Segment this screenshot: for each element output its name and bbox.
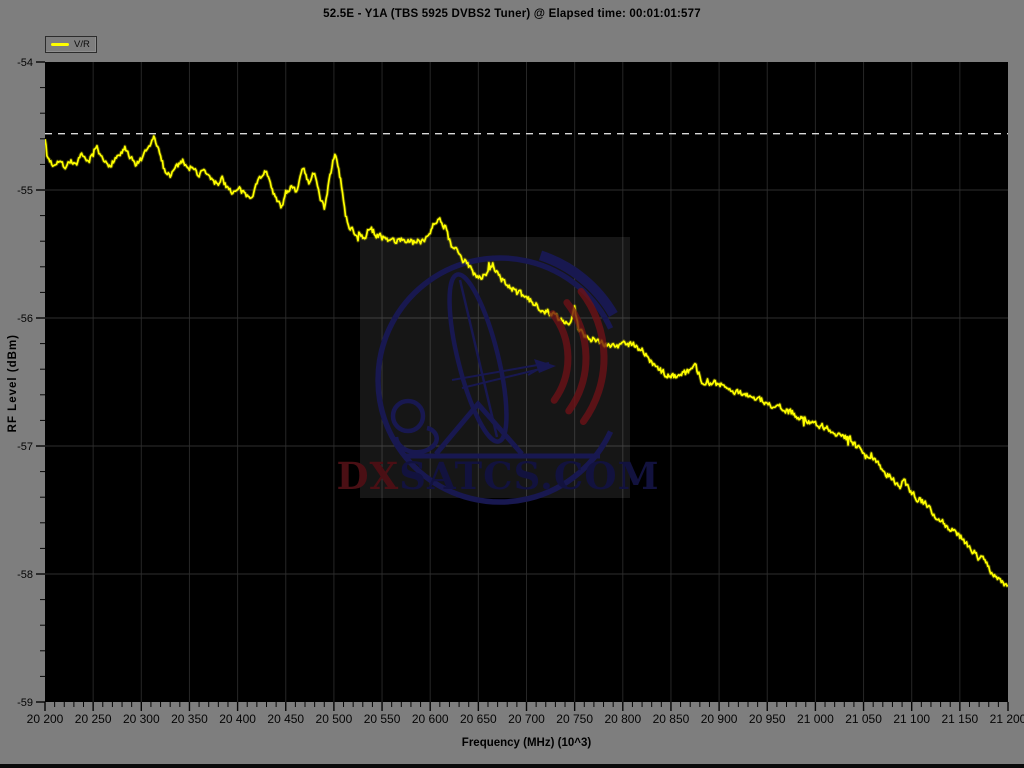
x-tick-label: 21 100: [893, 712, 930, 726]
watermark-text-satcs: SATCS.COM: [399, 454, 659, 498]
rf-trace: [45, 134, 1008, 588]
rf-trace-line: [45, 135, 1008, 587]
legend: V/R: [45, 36, 97, 53]
x-tick-label: 20 600: [412, 712, 449, 726]
y-tick-label: -59: [17, 697, 33, 709]
axes: 20 200 20 250 20 300 20 350 20 400 20 450 20 5…: [17, 57, 1024, 726]
x-tick-label: 20 400: [219, 712, 256, 726]
dxsatcs-watermark-logo: DXSATCS.COM: [336, 237, 659, 505]
x-tick-label: 20 900: [701, 712, 738, 726]
x-tick-label: 20 450: [267, 712, 304, 726]
x-tick-label: 21 150: [941, 712, 978, 726]
y-axis-title: RF Level (dBm): [7, 333, 19, 433]
y-tick-label: -56: [17, 313, 33, 325]
x-tick-label: 20 300: [123, 712, 160, 726]
y-tick-label: -55: [17, 185, 33, 197]
x-tick-label: 21 050: [845, 712, 882, 726]
x-tick-label: 20 850: [653, 712, 690, 726]
x-tick-label: 21 000: [797, 712, 834, 726]
legend-series-label: V/R: [74, 38, 90, 50]
y-tick-label: -58: [17, 569, 33, 581]
x-tick-label: 20 800: [604, 712, 641, 726]
gridlines: [45, 62, 1008, 702]
x-tick-label: 20 650: [460, 712, 497, 726]
x-tick-label: 21 200: [990, 712, 1024, 726]
y-tick-label: -54: [17, 57, 33, 69]
watermark-signal-arcs: [549, 288, 608, 425]
x-axis-title: Frequency (MHz) (10^3): [461, 737, 592, 749]
x-tick-label: 20 950: [749, 712, 786, 726]
legend-line-swatch: [51, 43, 69, 46]
y-tick-label: -57: [17, 441, 33, 453]
watermark-text-dx: DX: [336, 454, 399, 498]
satellite-dish-icon: [375, 250, 618, 505]
x-tick-label: 20 550: [364, 712, 401, 726]
x-tick-label: 20 700: [508, 712, 545, 726]
x-tick-label: 20 250: [75, 712, 112, 726]
watermark-text: DXSATCS.COM: [336, 454, 659, 498]
x-tick-label: 20 750: [556, 712, 593, 726]
chart-title: 52.5E - Y1A (TBS 5925 DVBS2 Tuner) @ Ela…: [323, 8, 701, 20]
window-bottom-edge: [0, 764, 1024, 768]
x-tick-label: 20 200: [27, 712, 64, 726]
x-tick-label: 20 500: [316, 712, 353, 726]
x-tick-label: 20 350: [171, 712, 208, 726]
